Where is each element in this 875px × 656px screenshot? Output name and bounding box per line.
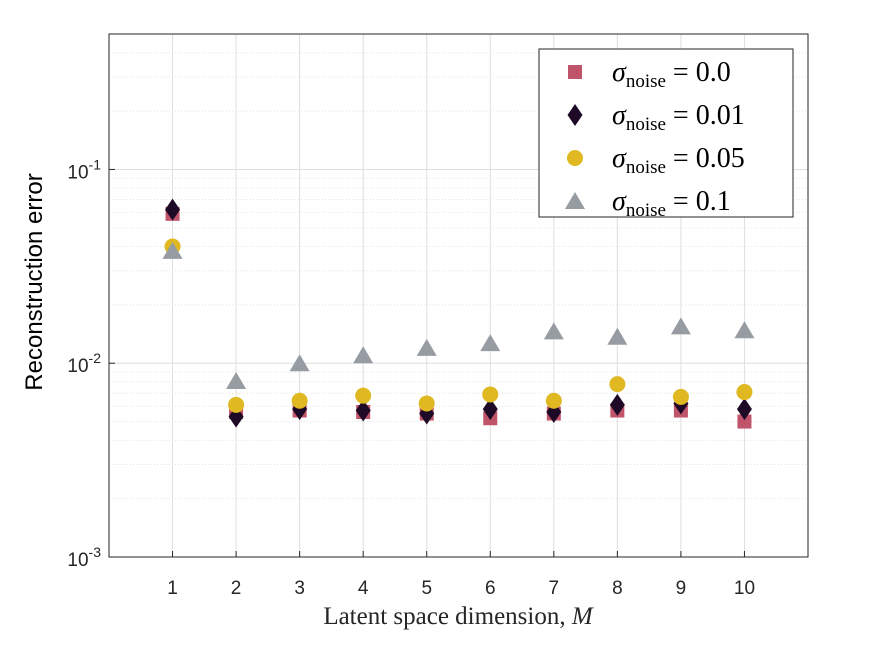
legend-marker-diamond	[567, 104, 583, 126]
legend-label: σnoise = 0.01	[612, 100, 745, 135]
x-tick-label: 6	[485, 578, 496, 599]
data-point-circle	[228, 396, 245, 413]
data-point-circle	[672, 388, 689, 405]
data-point-circle	[609, 376, 626, 393]
y-tick-label: 10-3	[67, 544, 101, 571]
data-point-circle	[355, 387, 372, 404]
x-axis-label: Latent space dimension, M	[323, 603, 594, 630]
y-tick-label: 10-2	[67, 350, 101, 377]
y-tick-label: 10-1	[67, 156, 101, 183]
data-point-triangle	[734, 321, 755, 339]
series-triangle	[162, 241, 755, 389]
data-point-triangle	[670, 317, 691, 335]
data-point-diamond	[609, 393, 625, 416]
data-point-triangle	[607, 327, 628, 345]
x-tick-label: 1	[167, 578, 178, 599]
data-point-triangle	[416, 338, 437, 356]
legend-marker-triangle	[565, 192, 585, 209]
legend-marker-square	[568, 65, 582, 79]
x-tick-label: 2	[231, 578, 242, 599]
data-point-triangle	[226, 371, 247, 389]
data-point-circle	[545, 392, 562, 409]
legend-label: σnoise = 0.1	[612, 186, 731, 221]
data-point-triangle	[162, 241, 183, 259]
x-tick-label: 9	[676, 578, 687, 599]
x-tick-label: 10	[734, 578, 755, 599]
x-axis-label-variable: M	[571, 603, 594, 630]
y-axis-label: Reconstruction error	[21, 173, 48, 390]
data-point-square	[737, 414, 752, 429]
x-tick-label: 8	[612, 578, 623, 599]
x-axis-label-text: Latent space dimension,	[323, 603, 572, 630]
x-tick-label: 4	[358, 578, 369, 599]
data-marks	[162, 198, 755, 429]
data-point-circle	[736, 384, 753, 401]
data-point-circle	[482, 386, 499, 403]
ticks: 1 2 3 4 5 6 7 8 9 10 10-1 10-2 10-3	[67, 156, 755, 599]
x-tick-label: 7	[549, 578, 560, 599]
data-point-diamond	[736, 398, 752, 421]
data-point-triangle	[480, 334, 501, 352]
legend-label: σnoise = 0.05	[612, 143, 745, 178]
data-point-triangle	[289, 354, 310, 372]
series-circle	[164, 238, 753, 413]
data-point-circle	[418, 395, 435, 412]
axes-box	[108, 33, 809, 558]
x-tick-label: 3	[294, 578, 305, 599]
data-point-diamond	[355, 399, 371, 422]
legend-label: σnoise = 0.0	[612, 57, 731, 92]
data-point-triangle	[353, 346, 374, 364]
data-point-diamond	[165, 198, 181, 221]
legend: σnoise = 0.0 σnoise = 0.01 σnoise = 0.05 σn…	[538, 48, 794, 221]
data-point-circle	[291, 392, 308, 409]
data-point-triangle	[543, 322, 564, 340]
legend-marker-circle	[567, 150, 583, 166]
data-point-diamond	[482, 398, 498, 421]
x-tick-label: 5	[421, 578, 432, 599]
